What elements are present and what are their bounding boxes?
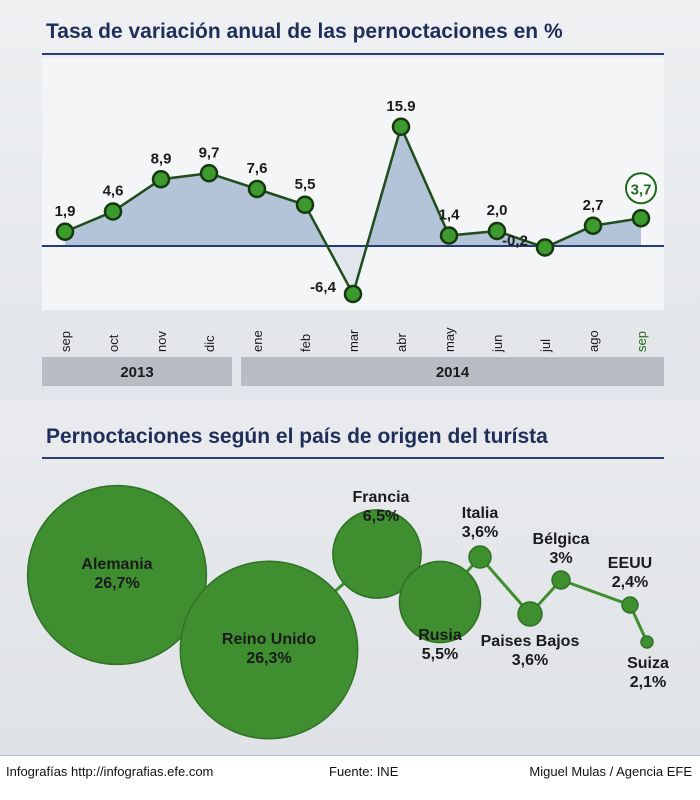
year-band [241, 357, 664, 386]
bubble-label: Paises Bajos [481, 633, 580, 650]
data-point [103, 202, 123, 221]
x-tick-label: dic [202, 335, 217, 352]
data-point [391, 117, 411, 136]
highlight-ring [625, 172, 657, 205]
bubble-value: 6,5% [363, 508, 399, 525]
bubble-value: 3,6% [462, 524, 498, 541]
data-point [199, 164, 219, 183]
data-point [151, 170, 171, 189]
area-negative [65, 246, 641, 294]
year-band [42, 357, 232, 386]
x-tick-label: ago [586, 330, 601, 352]
bubble [640, 635, 654, 649]
bubble-chart: Alemania 26,7% Reino Unido 26,3% Francia 6,5%… [26, 484, 669, 740]
x-tick-label: may [442, 327, 457, 352]
x-tick-label: ene [250, 330, 265, 352]
bubble-label: Bélgica [533, 531, 590, 548]
bubble-value: 2,1% [630, 674, 666, 691]
data-point [487, 221, 507, 241]
data-label: 15.9 [386, 98, 415, 115]
area-positive [65, 126, 641, 246]
bubble-label: Rusia [418, 627, 462, 644]
x-tick-label: jul [538, 339, 553, 353]
bubble [517, 601, 543, 627]
data-point [535, 238, 555, 257]
bubble-value: 26,3% [246, 650, 291, 667]
data-label: 9,7 [199, 144, 220, 161]
x-tick-label: jun [490, 335, 505, 353]
data-point [295, 195, 315, 214]
year-label: 2013 [120, 364, 153, 381]
bubble-value: 3,6% [512, 652, 548, 669]
title-rule [42, 53, 664, 55]
data-label: 2,7 [583, 197, 604, 214]
x-tick-label: sep [58, 331, 73, 352]
year-label: 2014 [436, 364, 470, 381]
data-label: 2,0 [487, 202, 508, 219]
data-point [439, 226, 459, 245]
bubble-value: 2,4% [612, 574, 648, 591]
bubble-value: 3% [549, 550, 572, 567]
x-tick-label: abr [394, 333, 409, 352]
data-point [631, 209, 651, 228]
line-chart-title: Tasa de variación anual de las pernoctac… [46, 20, 563, 43]
data-point [55, 222, 75, 241]
title-rule [42, 457, 664, 459]
bubble-chart-title: Pernoctaciones según el país de origen d… [46, 425, 548, 448]
data-label: 8,9 [151, 150, 172, 167]
footer-author: Miguel Mulas / Agencia EFE [529, 764, 692, 779]
footer: Infografías http://infografias.efe.com F… [0, 755, 700, 784]
footer-credit: Infografías http://infografias.efe.com [6, 764, 214, 779]
x-tick-label: oct [106, 334, 121, 352]
bubble-value: 26,7% [94, 575, 139, 592]
data-label: -0,2 [502, 233, 528, 250]
x-tick-label: nov [154, 331, 169, 352]
bubble-label: Suiza [627, 655, 669, 672]
bubble [179, 560, 359, 740]
bubble-label: Reino Unido [222, 631, 316, 648]
data-point [583, 216, 603, 235]
data-label: 5,5 [295, 176, 316, 193]
data-label: -6,4 [310, 279, 337, 296]
data-point [343, 284, 363, 304]
data-point [247, 179, 267, 199]
bubble [398, 560, 482, 644]
x-tick-label: sep [634, 331, 649, 352]
bubble-value: 5,5% [422, 646, 458, 663]
bubble [26, 484, 208, 666]
data-label: 4,6 [103, 183, 124, 200]
bubble-label: EEUU [608, 555, 652, 572]
bubble [332, 509, 422, 599]
bubble-label: Francia [353, 489, 410, 506]
data-label: 1,9 [55, 203, 76, 220]
bubble [551, 570, 571, 590]
data-label: 3,7 [631, 181, 652, 198]
x-tick-label: mar [346, 329, 361, 352]
bubble-label: Italia [462, 505, 499, 522]
bubble [621, 596, 639, 614]
line-chart: 1,9 4,6 8,9 9,7 7,6 5,5 -6,4 15.9 1,4 2,0 -0,2 2,7 3… [42, 58, 664, 386]
bubble [468, 545, 492, 569]
footer-source: Fuente: INE [329, 764, 399, 779]
data-label: 7,6 [247, 160, 268, 177]
bubble-label: Alemania [81, 556, 152, 573]
x-tick-label: feb [298, 334, 313, 352]
data-label: 1,4 [439, 207, 461, 224]
